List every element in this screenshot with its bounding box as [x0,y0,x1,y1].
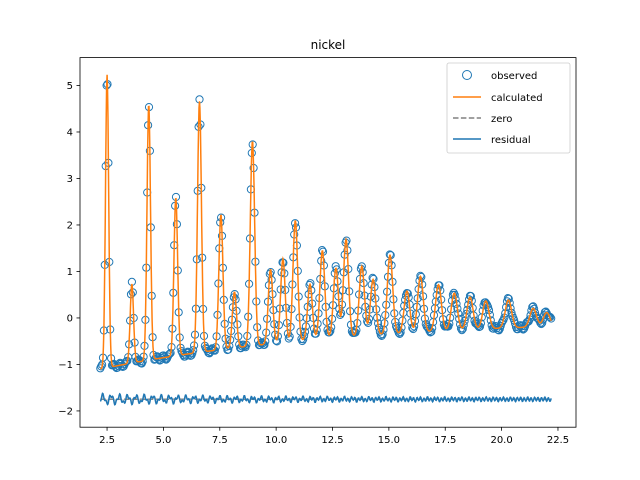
x-tick-label: 15.0 [378,435,400,446]
y-tick-label: 4 [67,127,73,138]
observed-point [325,328,334,337]
observed-point [537,319,546,329]
observed-point [164,350,173,359]
y-tick-label: −1 [58,360,73,371]
observed-point [546,313,555,322]
x-tick-label: 10.0 [265,435,287,446]
observed-point [410,322,419,331]
x-tick-label: 22.5 [547,435,569,446]
observed-point [97,362,106,371]
calculated-line [99,74,552,370]
observed-point [504,294,513,303]
observed-point [494,326,503,335]
y-tick-label: 5 [67,81,73,92]
y-tick-label: 3 [67,174,73,185]
chart-title: nickel [311,38,346,52]
legend-box [446,62,571,154]
x-tick-label: 20.0 [490,435,512,446]
legend-zero-label: zero [491,114,512,125]
observed-point [395,329,404,338]
observed-point [224,345,233,354]
observed-point [363,317,372,326]
x-tick-label: 5.0 [155,435,171,446]
observed-point [416,271,425,280]
observed-point [547,314,556,323]
y-axis: −2 −1 0 1 2 3 4 5 [58,81,80,417]
y-tick-label: 1 [67,267,73,278]
legend-residual-label: residual [491,135,531,146]
observed-point [426,328,435,337]
y-tick-label: 0 [67,313,73,324]
observed-point [486,316,495,325]
x-tick-label: 2.5 [99,435,115,446]
observed-point [189,346,198,355]
plot-area [96,74,556,406]
residual-line [99,392,552,406]
observed-point [473,320,482,329]
observed-point [533,314,542,323]
legend-observed-marker [462,70,472,80]
x-tick-label: 17.5 [434,435,456,446]
x-tick-label: 7.5 [212,435,228,446]
observed-point [357,262,366,271]
legend: observed calculated zero residual [446,62,571,154]
y-tick-label: −2 [58,406,73,417]
observed-point [121,358,130,367]
axes-frame [79,57,577,428]
observed-point [450,290,459,299]
observed-point [458,324,467,333]
observed-point [457,326,466,335]
observed-point [377,331,386,340]
legend-calculated-label: calculated [491,93,543,104]
observed-point [422,322,431,331]
y-tick-label: 2 [67,220,73,231]
observed-point [505,298,514,307]
x-tick-label: 12.5 [321,435,343,446]
x-axis: 2.5 5.0 7.5 10.0 12.5 15.0 17.5 20.0 22.5 [99,427,569,446]
observed-point [299,335,308,344]
observed-point [311,329,320,338]
legend-observed-label: observed [491,71,537,82]
